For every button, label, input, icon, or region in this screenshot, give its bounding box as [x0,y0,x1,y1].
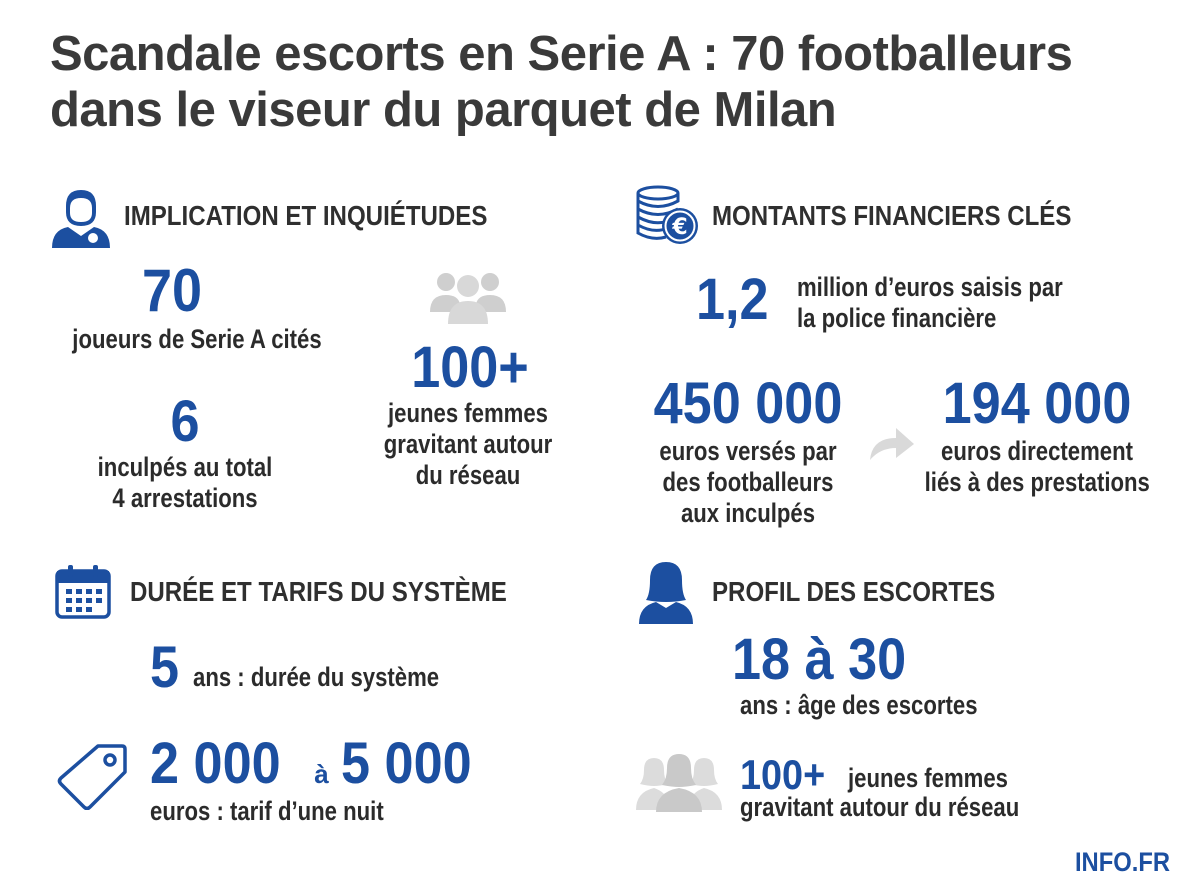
stat-price-label: euros : tarif d’une nuit [150,796,384,826]
brand-logo: INFO.FR [1074,847,1170,877]
stat-duration-label: ans : durée du système [193,662,440,692]
calendar-icon [54,563,112,621]
stat-accused-label-line1: inculpés au total [97,452,273,482]
stat-accused-value: 6 [170,389,200,454]
stat-women2-value: 100+ [740,751,826,798]
stat-women-label-line1: jeunes femmes [388,398,548,428]
section-heading-montants: MONTANTS FINANCIERS CLÉS [712,200,1072,231]
stat-paid-label-line3: aux inculpés [680,498,816,528]
stat-services-label-line2: liés à des prestations [924,467,1150,497]
section-heading-implication: IMPLICATION ET INQUIÉTUDES [124,200,488,231]
stat-services-value: 194 000 [942,371,1132,436]
stat-women-label: jeunes femmes gravitant autour du réseau [371,398,565,491]
stat-age-label: ans : âge des escortes [740,690,978,720]
stat-seized-label: million d’euros saisis par la police fin… [797,272,1063,334]
stat-price-to: 5 000 [340,731,472,796]
stat-duration-value: 5 [150,635,180,700]
page-title-line1: Scandale escorts en Serie A : 70 footbal… [50,27,1073,81]
page-title: Scandale escorts en Serie A : 70 footbal… [50,26,1170,138]
price-tag-icon [56,742,128,810]
stat-paid-label-line1: euros versés par [659,436,837,466]
stat-services-label-line1: euros directement [941,436,1133,466]
stat-paid-value: 450 000 [653,371,843,436]
stat-players-value: 70 [141,257,203,324]
stat-age-value: 18 à 30 [732,627,907,692]
footballer-person-icon [50,186,112,250]
stat-accused-label: inculpés au total 4 arrestations [74,452,295,514]
group-people-icon [428,268,508,324]
stat-women2-label-line2: gravitant autour du réseau [740,792,1020,822]
stat-paid-label-line2: des footballeurs [662,467,834,497]
section-heading-duree: DURÉE ET TARIFS DU SYSTÈME [130,576,507,607]
stat-services-label: euros directement liés à des prestations [925,436,1150,498]
stat-seized-value: 1,2 [696,267,769,332]
svg-text:€: € [671,215,687,240]
woman-silhouette-icon [638,560,694,624]
stat-price-connector: à [314,759,329,789]
stat-women2: 100+ jeunes femmes [740,752,1044,798]
stat-price-from: 2 000 [150,731,281,796]
stat-women-label-line2: gravitant autour [383,429,553,459]
stat-women-value: 100+ [411,335,529,400]
stat-seized-label-line1: million d’euros saisis par [797,272,1063,302]
section-heading-profil: PROFIL DES ESCORTES [712,576,996,607]
arrow-right-icon [868,424,916,462]
stat-paid-label: euros versés par des footballeurs aux in… [650,436,847,529]
coins-euro-icon: € [634,184,700,248]
women-group-icon [634,752,724,812]
stat-women-label-line3: du réseau [415,460,521,490]
stat-price-range: 2 000 à 5 000 [150,732,486,796]
stat-women2-label-line1: jeunes femmes [848,763,1009,793]
stat-seized-label-line2: la police financière [797,303,997,333]
page-title-line2: dans le viseur du parquet de Milan [50,83,837,137]
stat-accused-label-line2: 4 arrestations [112,483,258,513]
stat-players-label: joueurs de Serie A cités [72,324,322,354]
